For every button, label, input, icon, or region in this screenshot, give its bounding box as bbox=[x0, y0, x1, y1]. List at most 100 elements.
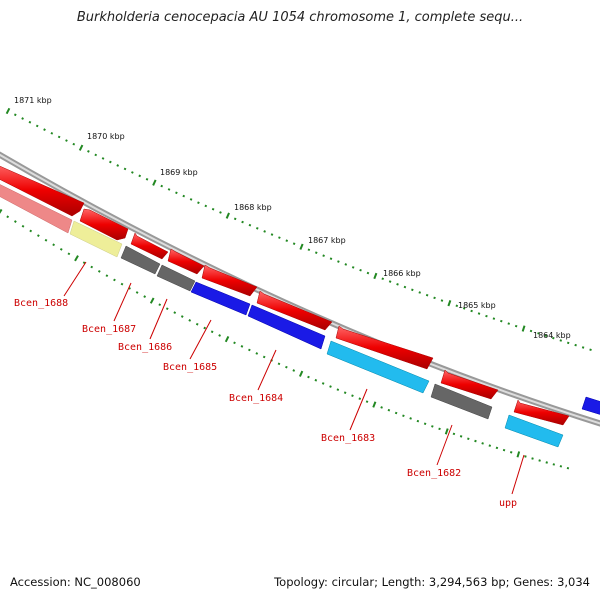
ruler-tick bbox=[544, 334, 548, 338]
genome-summary: Topology: circular; Length: 3,294,563 bp… bbox=[274, 575, 590, 589]
ruler-tick bbox=[307, 248, 311, 252]
ruler-tick bbox=[507, 322, 511, 325]
ruler-tick bbox=[219, 211, 222, 214]
ruler-tick bbox=[321, 382, 325, 385]
ruler-tick bbox=[211, 207, 215, 211]
gene-feature[interactable] bbox=[79, 208, 129, 241]
accession-text: Accession: NC_008060 bbox=[10, 575, 141, 589]
gene-feature[interactable] bbox=[247, 304, 326, 350]
ruler-tick bbox=[248, 348, 251, 352]
gene-labels: Bcen_1688 Bcen_1687 Bcen_1686 Bcen_1685 … bbox=[14, 298, 517, 509]
ruler-tick bbox=[13, 113, 17, 117]
ruler-tick bbox=[444, 428, 449, 435]
gene-feature[interactable] bbox=[0, 164, 85, 217]
ruler-tick bbox=[204, 204, 208, 208]
map-title: Burkholderia cenocepacia AU 1054 chromos… bbox=[76, 10, 524, 25]
gene-label: Bcen_1687 bbox=[82, 324, 136, 335]
ruler-tick bbox=[322, 254, 325, 258]
ruler-tick bbox=[502, 448, 506, 452]
ruler-tick bbox=[470, 309, 473, 313]
ruler-tick bbox=[278, 236, 281, 239]
ruler-tick bbox=[514, 324, 518, 328]
ruler-tick bbox=[299, 243, 304, 250]
ruler-tick bbox=[409, 417, 412, 420]
ruler-tick bbox=[35, 124, 39, 128]
ruler-tick bbox=[65, 139, 68, 142]
ruler-tick bbox=[233, 217, 237, 221]
forward-genes[interactable] bbox=[0, 164, 570, 426]
gene-feature[interactable] bbox=[440, 369, 499, 400]
ruler-tick bbox=[128, 286, 131, 290]
ruler-tick bbox=[485, 314, 488, 318]
ruler-tick bbox=[381, 277, 385, 281]
ruler-tick bbox=[537, 332, 540, 335]
ruler-tick bbox=[462, 307, 466, 310]
gene-feature[interactable] bbox=[256, 290, 333, 331]
ruler-tick bbox=[241, 220, 244, 224]
ruler-tick bbox=[566, 341, 570, 345]
gene-label: Bcen_1683 bbox=[321, 433, 375, 444]
ruler-tick bbox=[423, 422, 427, 426]
ruler-tick bbox=[120, 282, 124, 286]
ruler-tick bbox=[459, 435, 463, 438]
ruler-tick bbox=[180, 315, 184, 318]
ruler-tick bbox=[109, 160, 112, 164]
ruler-tick bbox=[329, 257, 333, 260]
ruler-tick bbox=[380, 406, 383, 409]
gene-feature[interactable] bbox=[201, 264, 258, 297]
ruler-tick bbox=[365, 400, 369, 403]
ruler-tick bbox=[255, 227, 259, 230]
ruler-tick bbox=[277, 362, 281, 366]
gene-feature[interactable] bbox=[326, 340, 430, 394]
ruler-label: 1871 kbp bbox=[14, 96, 52, 105]
gene-feature[interactable] bbox=[120, 245, 161, 275]
ruler-tick bbox=[314, 378, 318, 382]
ruler-tick bbox=[0, 208, 3, 214]
gene-feature[interactable] bbox=[430, 383, 493, 420]
ruler-tick bbox=[13, 220, 17, 223]
gene-feature[interactable] bbox=[130, 232, 169, 260]
gene-feature[interactable] bbox=[504, 414, 564, 448]
gene-feature[interactable] bbox=[190, 281, 251, 316]
ruler-tick bbox=[524, 455, 527, 458]
ruler-tick bbox=[123, 167, 127, 171]
gene-feature[interactable] bbox=[167, 248, 205, 275]
ruler-tick bbox=[143, 295, 147, 298]
gene-feature[interactable] bbox=[581, 396, 600, 416]
ruler-tick bbox=[343, 391, 347, 395]
ruler-tick bbox=[452, 432, 456, 436]
ruler-tick bbox=[538, 459, 541, 462]
ruler-tick bbox=[344, 263, 348, 266]
gene-feature[interactable] bbox=[335, 325, 434, 370]
ruler-tick bbox=[160, 184, 164, 188]
ruler-tick bbox=[447, 300, 452, 307]
inner-tick-track bbox=[0, 208, 570, 470]
gene-feature[interactable] bbox=[513, 399, 570, 426]
ruler-tick bbox=[545, 461, 548, 464]
gene-label: Bcen_1684 bbox=[229, 393, 283, 404]
gene-feature[interactable] bbox=[69, 220, 123, 258]
ruler-tick bbox=[167, 188, 171, 191]
ruler-label: 1867 kbp bbox=[308, 236, 346, 245]
ruler-tick bbox=[233, 341, 236, 345]
ruler-tick bbox=[366, 271, 370, 275]
ruler-tick bbox=[396, 283, 399, 286]
ruler-label: 1870 kbp bbox=[87, 132, 125, 141]
ruler-tick bbox=[474, 439, 477, 443]
ruler-tick bbox=[224, 336, 230, 343]
gene-feature[interactable] bbox=[156, 264, 196, 292]
ruler-tick bbox=[492, 317, 496, 320]
ruler-tick bbox=[314, 251, 318, 255]
ruler-tick bbox=[29, 229, 33, 233]
ruler-tick bbox=[373, 272, 378, 280]
ruler-tick bbox=[195, 322, 199, 326]
ruler-tick bbox=[173, 311, 177, 314]
gene-feature[interactable] bbox=[0, 182, 73, 234]
ruler-tick bbox=[329, 385, 332, 388]
reverse-genes[interactable] bbox=[0, 182, 600, 448]
ruler-tick bbox=[500, 319, 503, 323]
ruler-tick bbox=[467, 437, 470, 440]
ruler-tick bbox=[240, 345, 244, 348]
ruler-tick bbox=[402, 414, 405, 418]
